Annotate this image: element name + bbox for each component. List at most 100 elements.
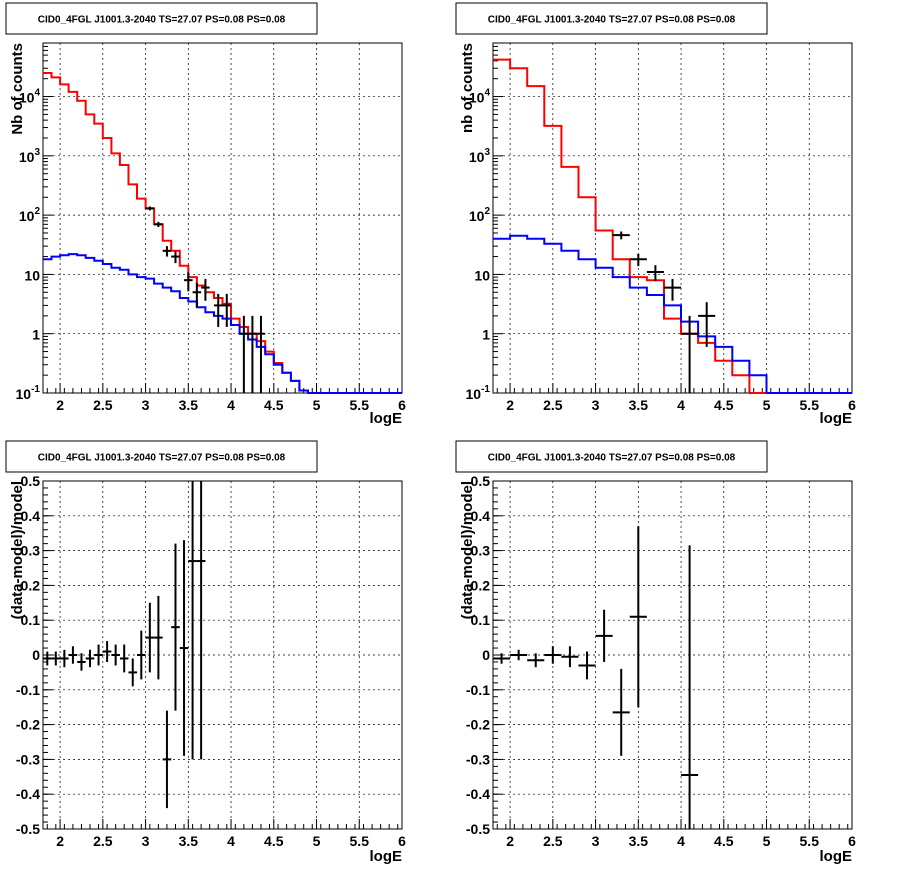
x-tick-label: 6: [848, 833, 856, 849]
data-point: [578, 651, 596, 680]
title-box: [455, 440, 768, 473]
y-axis-label: nb of counts: [459, 43, 476, 133]
x-tick-label: 3.5: [629, 833, 649, 849]
data-point: [612, 231, 630, 240]
y-axis-label: (data-model)/model: [9, 481, 26, 619]
title-box: [455, 2, 768, 35]
y-tick-label: -0.5: [466, 821, 490, 837]
step-series-1: [493, 58, 852, 394]
chart-panel-2: 2 2.5 3 3.5 4 4.5 5 5.5 6 10-1 1 10 102 103 104 CID0_4F…: [455, 2, 856, 427]
y-tick-label: 10: [24, 267, 40, 283]
data-point: [77, 653, 86, 671]
data-point: [201, 278, 210, 301]
y-axis-label: (data-model)/model: [459, 481, 476, 619]
y-tick-label: 0.5: [21, 473, 41, 489]
data-point: [681, 315, 699, 393]
x-tick-label: 5.5: [350, 833, 370, 849]
data-point: [188, 481, 197, 760]
data-point: [154, 221, 163, 228]
x-tick-label: 5: [313, 397, 321, 413]
data-point: [162, 710, 172, 809]
y-tick-label: 103: [19, 147, 41, 165]
x-tick-label: 3: [592, 833, 600, 849]
y-tick-label: 0.2: [21, 577, 41, 593]
data-point: [85, 649, 95, 668]
data-point: [128, 658, 138, 687]
y-tick-label: -0.1: [466, 682, 490, 698]
x-tick-label: 5.5: [350, 397, 370, 413]
data-point: [154, 595, 163, 680]
y-tick-label: 10-1: [16, 384, 41, 402]
y-tick-label: -0.5: [16, 821, 40, 837]
x-tick-label: 2: [56, 397, 64, 413]
data-point: [171, 543, 180, 711]
x-tick-label: 2: [506, 833, 514, 849]
x-tick-label: 4: [227, 397, 235, 413]
data-point: [595, 609, 613, 662]
chart-panel-4: 2 2.5 3 3.5 4 4.5 5 5.5 6 -0.5 -0.4 -0.3 -0.2 -0.1 0 0.…: [455, 440, 856, 865]
x-axis-label: logE: [820, 848, 853, 865]
chart-title: CID0_4FGL J1001.3-2040 TS=27.07 PS=0.08 …: [488, 453, 736, 464]
y-tick-label: 0: [32, 647, 40, 663]
data-point: [544, 646, 562, 664]
x-tick-label: 5.5: [800, 397, 820, 413]
y-tick-label: -0.4: [16, 786, 40, 802]
data-point: [43, 651, 52, 666]
y-tick-label: 10-1: [466, 384, 491, 402]
data-point: [51, 651, 61, 666]
y-tick-label: 1: [482, 327, 490, 343]
y-tick-label: 104: [19, 88, 41, 106]
step-series-2: [493, 234, 852, 394]
y-tick-label: -0.4: [466, 786, 490, 802]
x-tick-label: 2: [56, 833, 64, 849]
chart-title: CID0_4FGL J1001.3-2040 TS=27.07 PS=0.08 …: [38, 15, 286, 26]
data-point: [162, 246, 172, 257]
title-box: [5, 2, 318, 35]
data-point: [629, 526, 647, 708]
x-tick-label: 3: [142, 397, 150, 413]
x-tick-label: 2.5: [543, 397, 563, 413]
y-tick-label: 0.1: [471, 612, 491, 628]
data-point: [646, 265, 664, 282]
data-point: [60, 649, 69, 668]
y-tick-label: 0.2: [471, 577, 491, 593]
y-tick-label: 10: [474, 267, 490, 283]
data-point: [612, 668, 630, 756]
x-tick-label: 3.5: [179, 397, 199, 413]
chart-panel-1: 2 2.5 3 3.5 4 4.5 5 5.5 6 10-1 1 10 102 103 104 CID0_4F…: [5, 2, 406, 427]
y-tick-label: -0.3: [466, 751, 490, 767]
data-point: [111, 644, 120, 666]
x-tick-label: 3.5: [629, 397, 649, 413]
data-point: [68, 646, 78, 664]
data-point: [196, 481, 206, 760]
data-point: [510, 649, 528, 661]
x-tick-label: 2.5: [93, 833, 113, 849]
y-tick-label: -0.2: [466, 717, 490, 733]
data-point: [145, 206, 155, 211]
x-tick-label: 5: [763, 397, 771, 413]
y-tick-label: -0.3: [16, 751, 40, 767]
x-tick-label: 6: [848, 397, 856, 413]
data-point: [213, 293, 223, 327]
x-tick-label: 5.5: [800, 833, 820, 849]
x-axis-label: logE: [370, 410, 403, 427]
y-tick-label: 104: [469, 88, 491, 106]
step-series-2: [43, 253, 402, 394]
chart-title: CID0_4FGL J1001.3-2040 TS=27.07 PS=0.08 …: [38, 453, 286, 464]
data-point: [698, 302, 716, 347]
y-tick-label: 0.4: [471, 508, 491, 524]
plot-frame: [42, 42, 403, 394]
y-tick-label: 0.3: [21, 543, 41, 559]
x-tick-label: 3: [142, 833, 150, 849]
data-point: [248, 315, 257, 393]
plot-frame: [492, 42, 853, 394]
data-point: [561, 646, 579, 668]
x-tick-label: 5: [313, 833, 321, 849]
data-point: [137, 630, 146, 680]
chart-panel-3: 2 2.5 3 3.5 4 4.5 5 5.5 6 -0.5 -0.4 -0.3 -0.2 -0.1 0 0.…: [5, 440, 406, 865]
x-tick-label: 5: [763, 833, 771, 849]
x-tick-label: 4: [677, 397, 685, 413]
data-point: [94, 644, 103, 666]
data-point: [239, 315, 249, 393]
